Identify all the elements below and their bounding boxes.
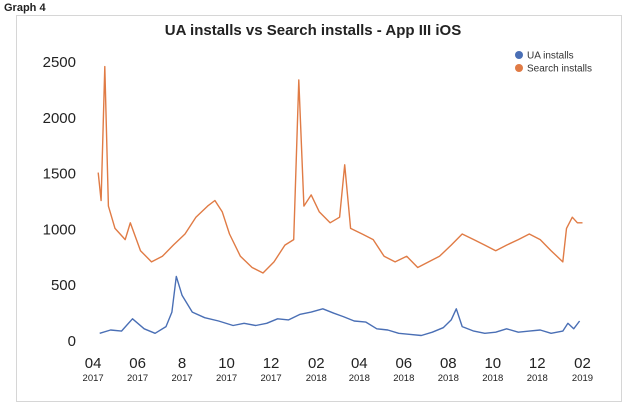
- y-tick-label: 1000: [43, 221, 76, 238]
- x-tick-month-label: 02: [308, 355, 325, 372]
- x-tick-month-label: 12: [263, 355, 280, 372]
- x-tick-month-label: 04: [351, 355, 368, 372]
- x-tick-year-label: 2018: [482, 373, 503, 384]
- x-tick-month-label: 02: [574, 355, 591, 372]
- y-tick-label: 1500: [43, 166, 76, 183]
- x-tick-year-label: 2018: [306, 373, 327, 384]
- x-tick-year-label: 2017: [127, 373, 148, 384]
- x-tick-year-label: 2017: [172, 373, 193, 384]
- x-tick-year-label: 2017: [83, 373, 104, 384]
- chart-title: UA installs vs Search installs - App III…: [164, 22, 462, 39]
- legend-label: UA installs: [527, 51, 574, 62]
- x-tick-month-label: 10: [218, 355, 235, 372]
- legend-marker: [515, 64, 523, 72]
- x-tick-month-label: 8: [178, 355, 186, 372]
- x-tick-year-label: 2018: [527, 373, 548, 384]
- x-axis: 0420170620178201710201712201702201804201…: [83, 355, 594, 384]
- y-tick-label: 2000: [43, 110, 76, 127]
- y-tick-label: 2500: [43, 54, 76, 71]
- x-tick-month-label: 06: [395, 355, 412, 372]
- x-tick-year-label: 2017: [216, 373, 237, 384]
- y-axis: 0 500 1000 1500 2000 2500: [43, 54, 76, 350]
- series-line-search-installs: [97, 65, 583, 274]
- legend-label: Search installs: [527, 64, 592, 75]
- chart-frame: [16, 15, 622, 402]
- legend: UA installs Search installs: [515, 51, 592, 75]
- y-tick-label: 500: [51, 277, 76, 294]
- y-tick-label: 0: [68, 333, 76, 350]
- x-tick-month-label: 04: [85, 355, 102, 372]
- graph-label: Graph 4: [4, 2, 46, 14]
- legend-marker: [515, 51, 523, 59]
- x-tick-month-label: 06: [129, 355, 146, 372]
- x-tick-year-label: 2018: [438, 373, 459, 384]
- x-tick-year-label: 2019: [572, 373, 593, 384]
- x-tick-month-label: 08: [440, 355, 457, 372]
- x-tick-year-label: 2018: [393, 373, 414, 384]
- x-tick-month-label: 10: [484, 355, 501, 372]
- series-line-ua-installs: [99, 275, 581, 337]
- x-tick-month-label: 12: [529, 355, 546, 372]
- x-tick-year-label: 2018: [349, 373, 370, 384]
- x-tick-year-label: 2017: [260, 373, 281, 384]
- series-layer: [97, 65, 583, 337]
